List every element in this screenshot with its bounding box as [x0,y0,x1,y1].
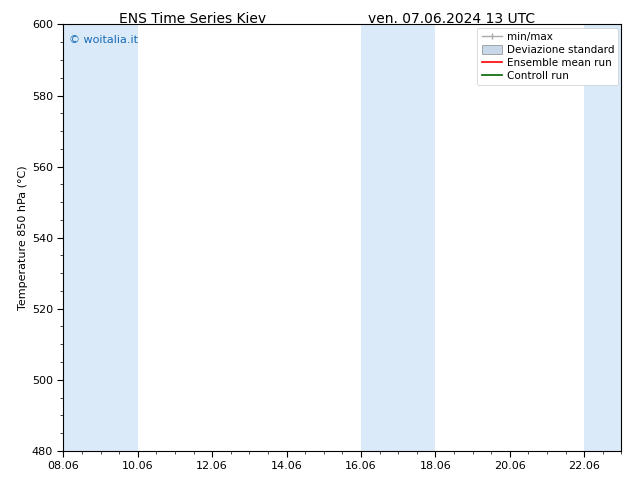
Bar [361,24,436,451]
Legend: min/max, Deviazione standard, Ensemble mean run, Controll run: min/max, Deviazione standard, Ensemble m… [477,27,618,85]
Bar [63,24,138,451]
Text: ven. 07.06.2024 13 UTC: ven. 07.06.2024 13 UTC [368,12,535,26]
Text: © woitalia.it: © woitalia.it [69,35,138,45]
Bar [584,24,621,451]
Text: ENS Time Series Kiev: ENS Time Series Kiev [119,12,266,26]
Y-axis label: Temperature 850 hPa (°C): Temperature 850 hPa (°C) [18,165,27,310]
